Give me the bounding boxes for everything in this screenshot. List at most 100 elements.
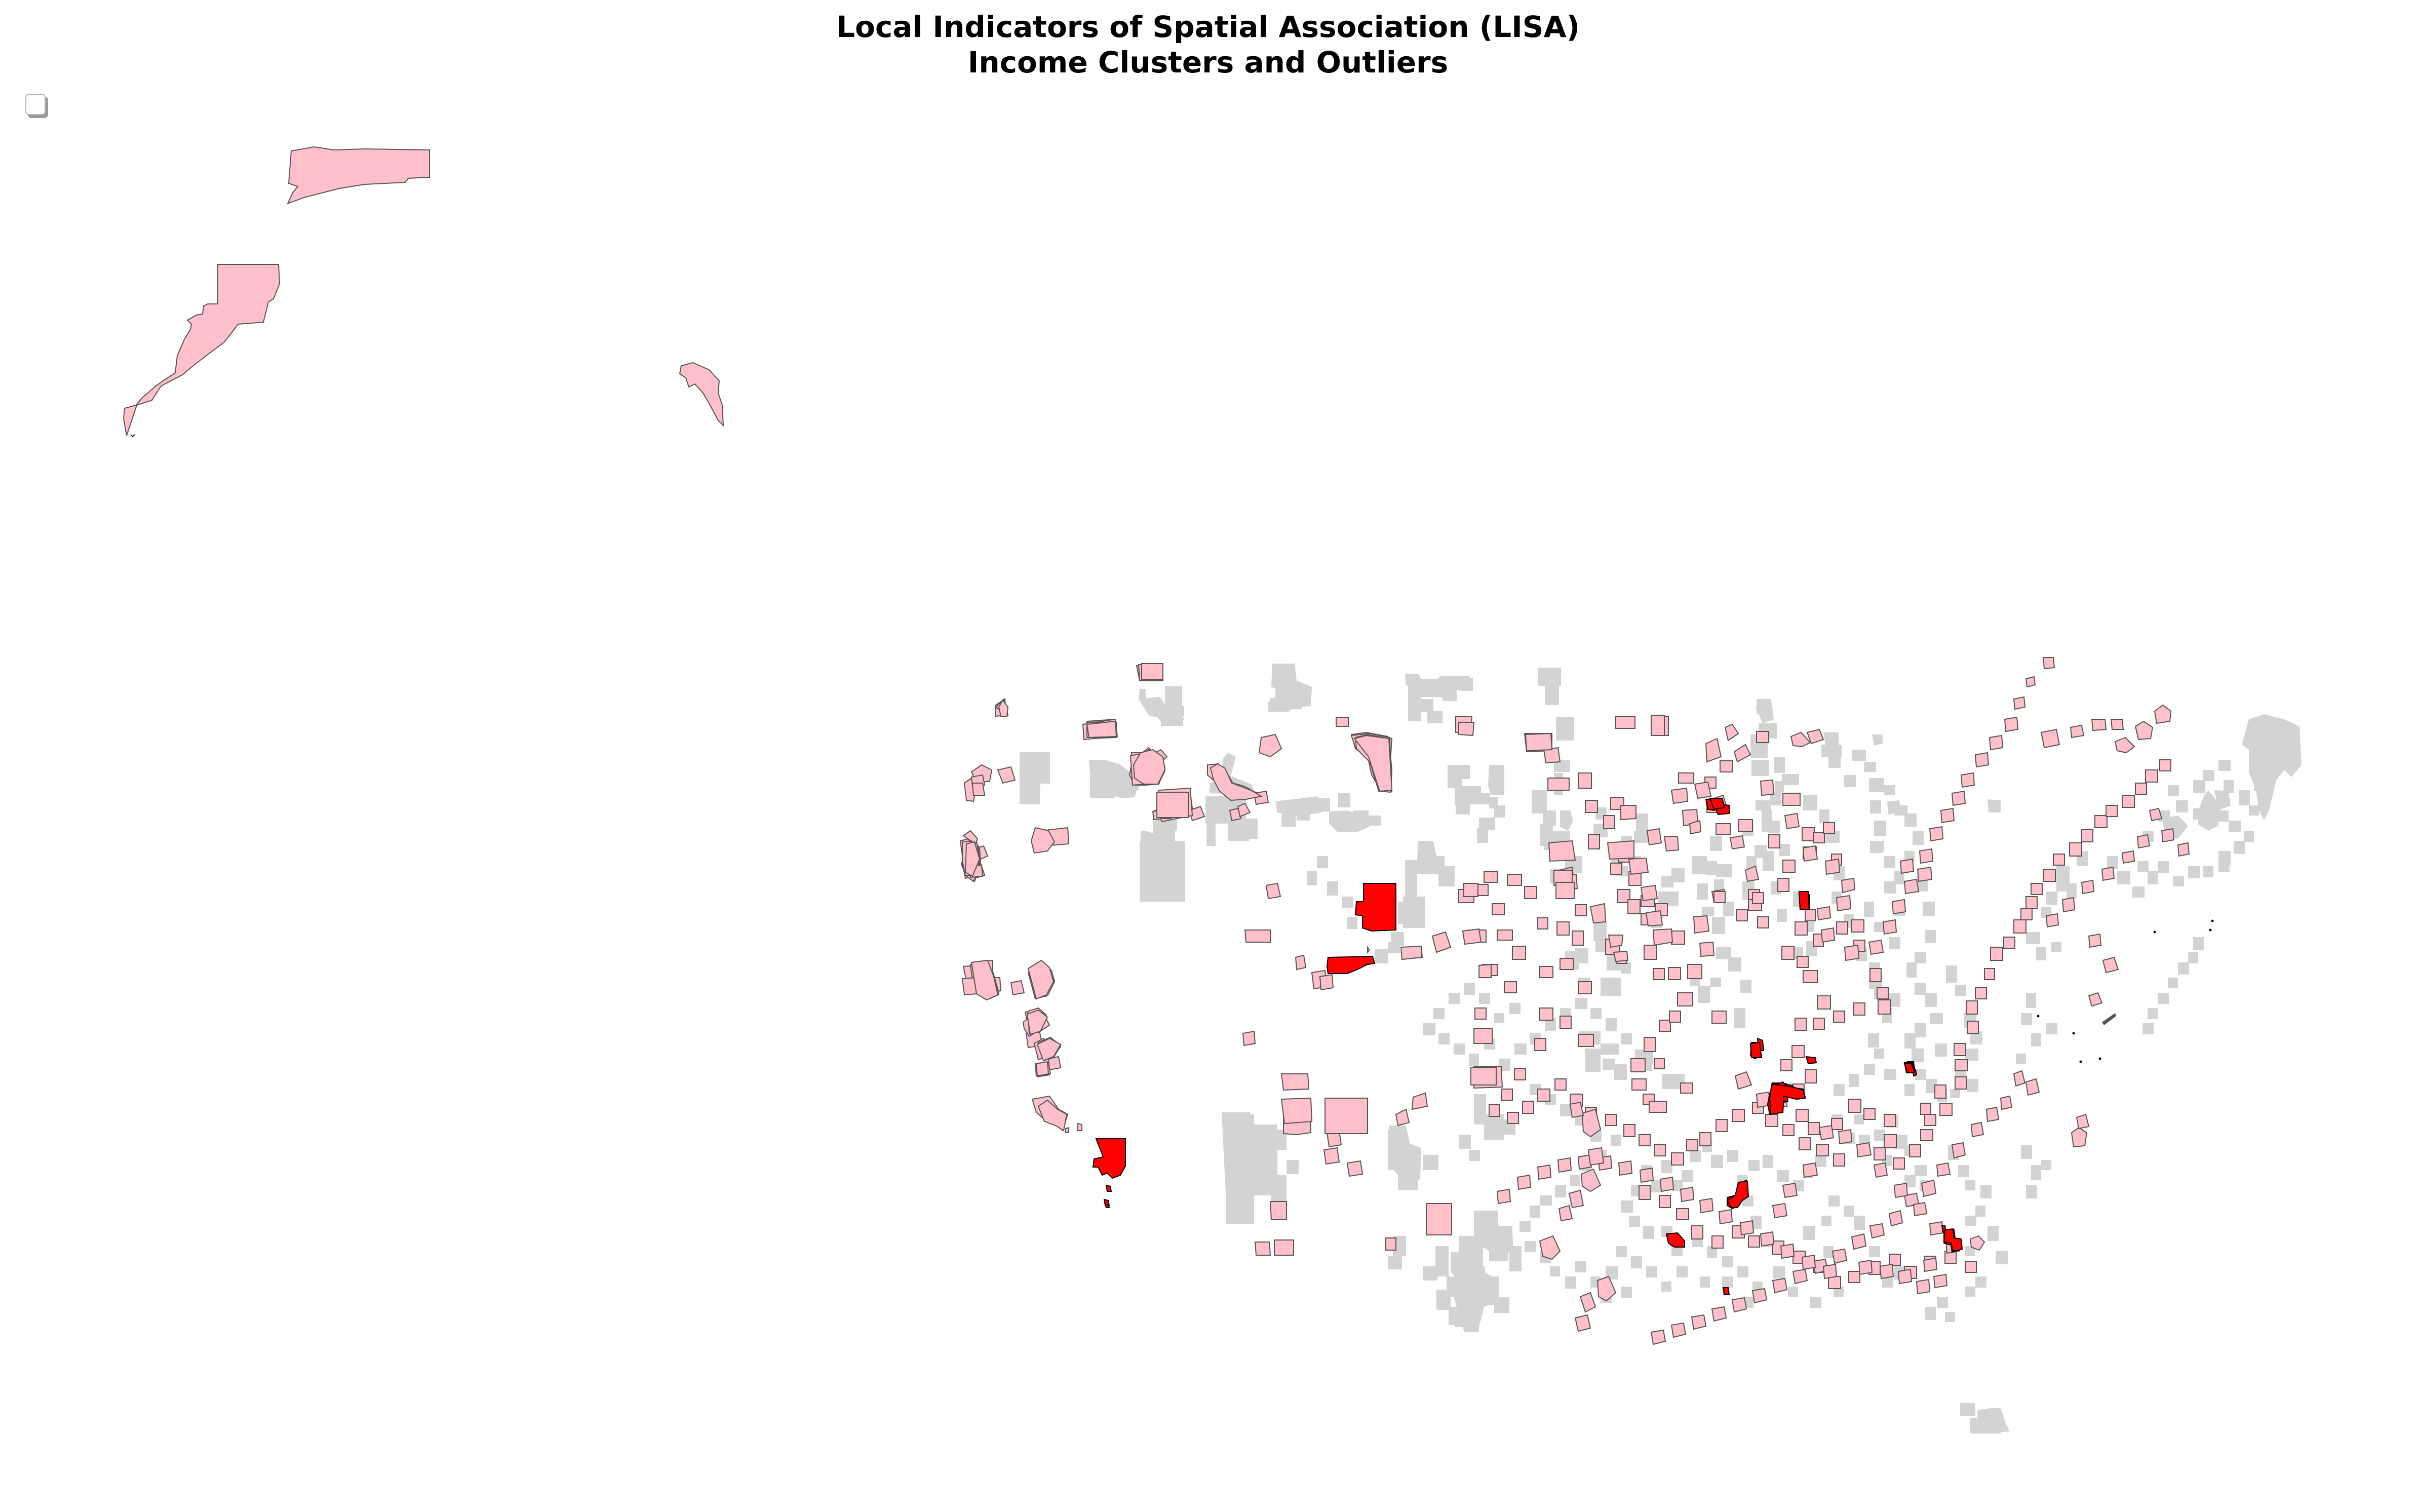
county-not-significant xyxy=(2244,831,2254,842)
county-low-high xyxy=(1828,1276,1841,1289)
county-low-high xyxy=(1644,945,1657,960)
county-not-significant xyxy=(1727,1150,1738,1162)
county-not-significant xyxy=(1844,775,1856,787)
county-low-high xyxy=(1537,917,1548,929)
county-not-significant xyxy=(1165,686,1182,708)
county-low-high xyxy=(1639,1134,1651,1146)
county-not-significant xyxy=(1763,851,1774,871)
county-not-significant xyxy=(1408,704,1421,721)
county-low-high xyxy=(1613,950,1629,962)
county-low-high xyxy=(1484,871,1498,883)
county-low-high xyxy=(1940,807,1955,824)
county-not-significant xyxy=(1427,711,1443,723)
county-not-significant xyxy=(1367,816,1381,826)
county-low-high xyxy=(1838,1129,1853,1145)
county-low-high xyxy=(1035,1061,1049,1077)
county-not-significant xyxy=(1438,1033,1450,1044)
county-low-high xyxy=(1676,1208,1689,1220)
county-low-high xyxy=(1646,828,1662,846)
county-low-high xyxy=(1818,1125,1835,1141)
county-low-high xyxy=(2121,850,2135,864)
county-not-significant xyxy=(1616,1246,1627,1257)
county-high-high xyxy=(1722,1287,1730,1295)
county-low-high xyxy=(1353,734,1393,792)
county-low-high xyxy=(1555,882,1575,899)
county-not-significant xyxy=(1550,1266,1560,1276)
county-low-high xyxy=(1897,1268,1913,1285)
county-not-significant xyxy=(1803,1226,1815,1240)
county-not-significant xyxy=(1509,1003,1521,1014)
county-low-high xyxy=(1269,1201,1287,1220)
county-not-significant xyxy=(1925,930,1936,943)
county-not-significant xyxy=(1950,1089,1960,1098)
county-not-significant xyxy=(2203,866,2213,877)
county-not-significant xyxy=(1823,1246,1834,1258)
county-not-significant xyxy=(1965,1287,1975,1297)
county-not-significant xyxy=(2168,978,2178,988)
county-not-significant xyxy=(2239,790,2250,805)
county-high-high xyxy=(1943,1228,1963,1252)
county-not-significant xyxy=(1540,1195,1552,1206)
county-low-high xyxy=(1680,1186,1695,1203)
county-low-high xyxy=(1884,1134,1897,1148)
county-low-high xyxy=(1716,823,1731,835)
county-low-high xyxy=(1644,1037,1656,1052)
county-low-high xyxy=(2013,919,2027,934)
county-not-significant xyxy=(2168,785,2179,796)
county-not-significant xyxy=(1423,1023,1435,1035)
county-low-high xyxy=(2094,815,2108,828)
county-not-significant xyxy=(1737,1266,1748,1277)
county-not-significant xyxy=(1889,993,1900,1007)
high-high-layer xyxy=(1092,797,2214,1295)
county-low-high xyxy=(1823,822,1835,834)
county-low-high xyxy=(1711,1306,1727,1322)
county-high-high xyxy=(1105,1184,1112,1192)
county-low-high xyxy=(2081,879,2095,895)
county-low-high xyxy=(1458,722,1475,736)
county-low-high xyxy=(1760,1231,1775,1247)
county-not-significant xyxy=(1711,1155,1723,1168)
county-low-high xyxy=(1824,858,1841,875)
county-not-significant xyxy=(1782,774,1799,785)
county-low-high xyxy=(1431,931,1452,953)
county-not-significant xyxy=(1975,1206,1985,1217)
county-not-significant xyxy=(1777,909,1787,922)
county-not-significant xyxy=(1459,1135,1471,1149)
county-not-significant xyxy=(1967,1079,1978,1092)
county-low-high xyxy=(1863,1108,1876,1120)
county-low-high xyxy=(1512,946,1526,960)
county-not-significant xyxy=(1996,1251,2008,1264)
county-not-significant xyxy=(1925,1307,1936,1320)
county-not-significant xyxy=(1965,1180,1975,1190)
county-low-high xyxy=(1525,732,1553,752)
county-low-high xyxy=(1899,858,1915,874)
county-low-high xyxy=(2013,696,2026,710)
county-low-high xyxy=(1751,1288,1768,1304)
county-not-significant xyxy=(1965,1246,1975,1256)
county-low-high xyxy=(1558,1205,1573,1222)
county-low-high xyxy=(1820,927,1836,943)
county-low-high xyxy=(1974,752,1990,768)
county-high-high xyxy=(1903,1063,1916,1073)
county-not-significant xyxy=(1575,1261,1586,1272)
county-not-significant xyxy=(1728,957,1741,972)
county-low-high xyxy=(1607,840,1634,860)
county-not-significant xyxy=(1545,1018,1556,1031)
county-not-significant xyxy=(1417,841,1436,861)
county-low-high xyxy=(1501,1089,1513,1101)
county-low-high xyxy=(1699,1197,1714,1214)
county-low-high xyxy=(1985,1106,2000,1122)
county-low-high xyxy=(1782,793,1801,806)
county-low-high xyxy=(1677,992,1693,1006)
county-low-high xyxy=(2110,719,2124,730)
map-title: Local Indicators of Spatial Association … xyxy=(0,9,2416,80)
county-low-high xyxy=(2025,676,2036,688)
county-low-high xyxy=(1923,1257,1938,1272)
county-low-high xyxy=(1574,1314,1591,1332)
county-not-significant xyxy=(2229,821,2241,832)
county-low-high xyxy=(1757,916,1769,928)
county-low-high xyxy=(1917,866,1933,882)
county-not-significant xyxy=(1388,942,1400,953)
county-not-significant xyxy=(1435,1246,1449,1276)
county-low-high xyxy=(1669,1011,1681,1023)
